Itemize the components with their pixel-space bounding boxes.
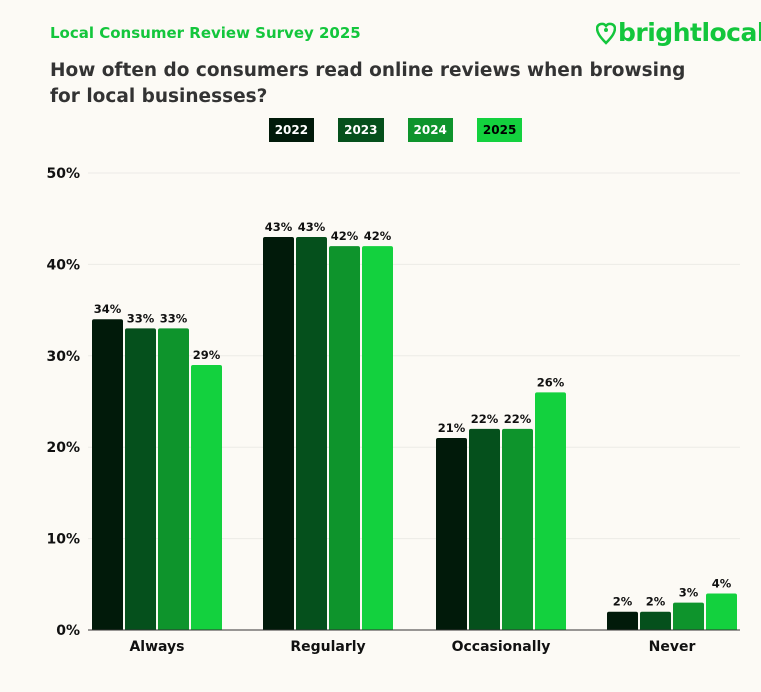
bar-regularly-2024 [329,246,360,630]
x-tick-label: Never [649,639,696,655]
bar-occasionally-2022 [436,438,467,630]
data-label: 3% [679,586,699,600]
bar-always-2022 [92,319,123,630]
chart-title: How often do consumers read online revie… [50,60,686,107]
survey-label: Local Consumer Review Survey 2025 [50,24,361,42]
bar-never-2025 [706,593,737,630]
bar-always-2024 [158,328,189,630]
bar-never-2023 [640,611,671,630]
bar-never-2022 [607,611,638,630]
data-label: 26% [537,375,565,389]
y-tick-label: 50% [46,166,80,182]
bar-occasionally-2024 [502,428,533,630]
logo-text: brightlocal [618,18,761,47]
data-label: 33% [160,311,188,325]
bar-always-2023 [125,328,156,630]
bar-regularly-2025 [362,246,393,630]
y-tick-label: 0% [56,623,80,639]
y-tick-label: 30% [46,349,80,365]
data-label: 42% [364,229,392,243]
data-label: 22% [471,412,499,426]
data-label: 29% [193,348,221,362]
data-label: 2% [613,595,633,609]
bar-never-2024 [673,602,704,630]
data-label: 21% [438,421,466,435]
pin-heart-icon [596,22,616,45]
bar-regularly-2023 [296,236,327,631]
legend: 2022 2023 2024 2025 [0,118,761,142]
data-label: 2% [646,595,666,609]
legend-item-2022: 2022 [268,118,315,142]
x-tick-label: Occasionally [452,639,551,655]
legend-item-2024: 2024 [407,118,453,142]
x-tick-label: Always [129,639,184,655]
y-tick-label: 20% [46,440,80,456]
data-label: 4% [712,576,732,590]
bar-occasionally-2023 [469,428,500,630]
bar-always-2025 [191,364,222,630]
data-label: 22% [504,412,532,426]
brightlocal-logo: brightlocal [596,18,761,47]
legend-item-2025: 2025 [476,118,523,142]
legend-item-2023: 2023 [338,118,384,142]
data-label: 34% [94,302,122,316]
y-tick-label: 10% [46,532,80,548]
bar-occasionally-2025 [535,392,566,630]
bar-regularly-2022 [263,236,294,631]
data-label: 33% [127,311,155,325]
data-label: 43% [298,220,326,234]
data-label: 42% [331,229,359,243]
y-tick-label: 40% [46,257,80,273]
x-tick-label: Regularly [290,639,365,655]
data-label: 43% [265,220,293,234]
